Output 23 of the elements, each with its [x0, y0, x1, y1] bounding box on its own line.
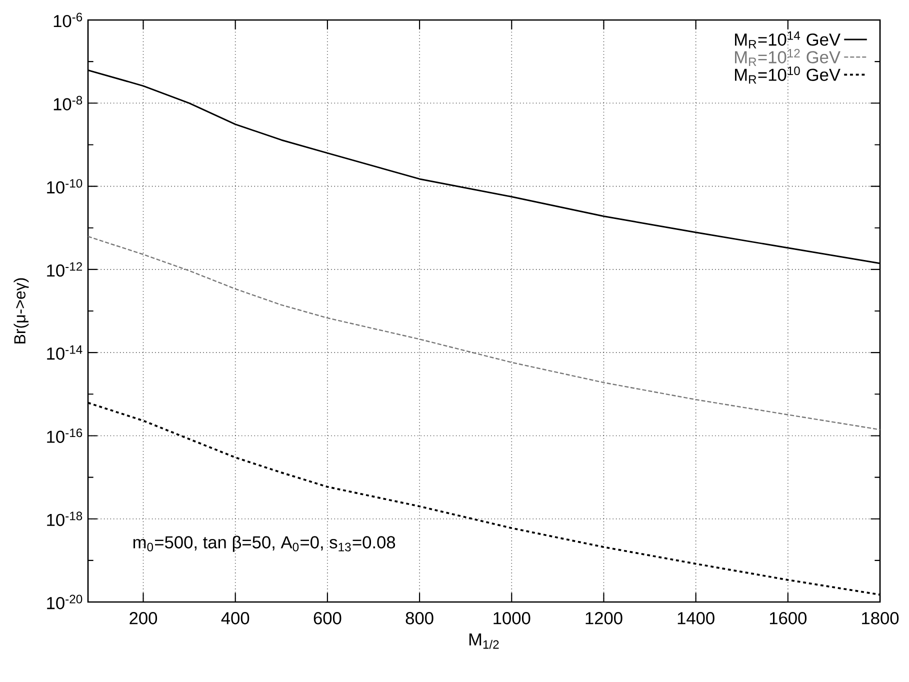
x-tick-label: 1600	[770, 612, 807, 624]
legend-label: M$_{R}$=10$^{14}$ GeV	[735, 31, 840, 48]
x-tick-label: 1000	[494, 612, 530, 624]
y-tick-label: 10$^{-16}$	[47, 428, 82, 443]
legend-label: M$_{R}$=10$^{10}$ GeV	[735, 66, 840, 84]
y-tick-label: 10$^{-6}$	[54, 12, 82, 28]
x-tick-label: 800	[406, 612, 434, 624]
legend-label: M$_{R}$=10$^{12}$ GeV	[735, 48, 840, 66]
y-tick-label: 10$^{-14}$	[47, 345, 82, 360]
x-tick-label: 400	[221, 612, 250, 624]
x-tick-label: 1800	[862, 612, 899, 624]
y-tick-label: 10$^{-12}$	[47, 262, 82, 277]
y-tick-label: 10$^{-18}$	[47, 512, 82, 526]
x-tick-label: 1400	[678, 612, 714, 624]
x-tick-label: 600	[314, 612, 342, 624]
x-tick-label: 1200	[586, 612, 622, 624]
annotation: m$_{0}$=500, tan β=50, A$_{0}$=0, s$_{13}$=0.08	[133, 536, 396, 552]
y-tick-label: 10$^{-8}$	[54, 96, 82, 110]
x-tick-label: 200	[130, 612, 158, 624]
y-axis-title: Br(μ->eγ)	[14, 278, 29, 344]
x-axis-title: M$_{1/2}$	[469, 633, 499, 649]
y-tick-label: 10$^{-20}$	[47, 594, 82, 610]
y-tick-label: 10$^{-10}$	[47, 179, 82, 194]
